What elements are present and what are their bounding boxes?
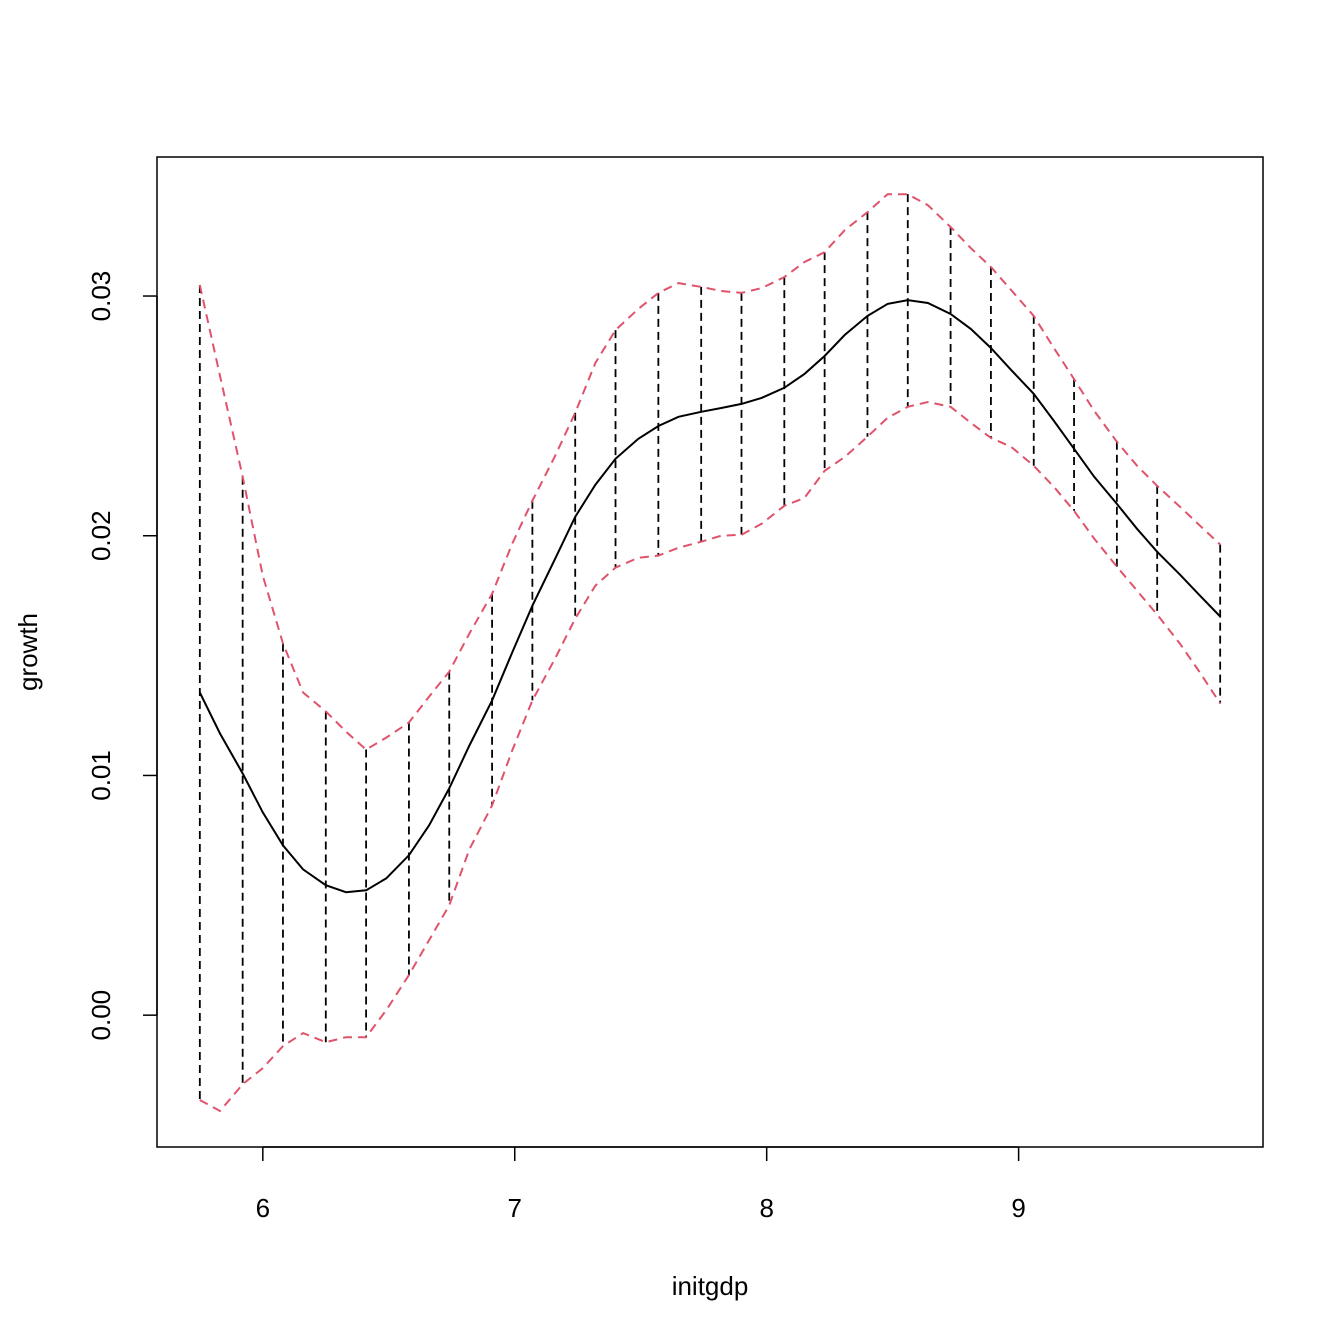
plot-frame bbox=[156, 156, 1264, 1148]
y-tick-label: 0.00 bbox=[86, 990, 116, 1041]
series-lines bbox=[198, 193, 1222, 1113]
x-tick-label: 6 bbox=[256, 1193, 270, 1223]
x-tick-label: 9 bbox=[1011, 1193, 1025, 1223]
interval-segments bbox=[198, 194, 1222, 1101]
y-axis-title: growth bbox=[13, 613, 43, 691]
y-tick-label: 0.03 bbox=[86, 271, 116, 322]
upper-band-line bbox=[198, 193, 1221, 751]
x-tick-label: 8 bbox=[759, 1193, 773, 1223]
y-tick-label: 0.01 bbox=[86, 750, 116, 801]
y-axis: 0.00 0.01 0.02 0.03 bbox=[86, 271, 158, 1041]
lower-band-line bbox=[199, 400, 1222, 1113]
x-tick-label: 7 bbox=[508, 1193, 522, 1223]
x-axis: 6 7 8 9 bbox=[256, 1146, 1026, 1223]
y-tick-label: 0.02 bbox=[86, 510, 116, 561]
x-axis-title: initgdp bbox=[672, 1271, 749, 1301]
fit-line bbox=[198, 299, 1221, 894]
